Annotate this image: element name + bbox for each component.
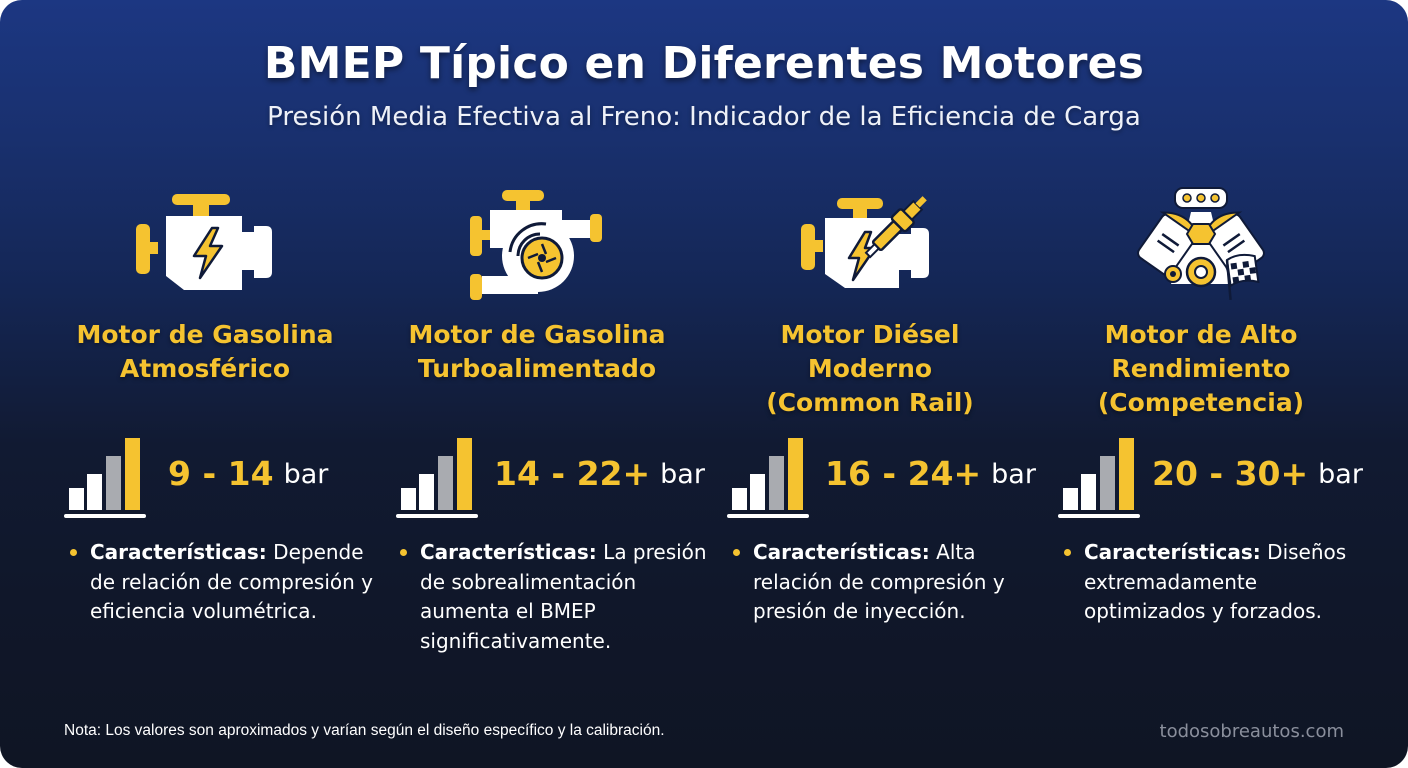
bmep-value: 14 - 22+ (494, 453, 651, 493)
v-engine-race-flag-icon (1137, 187, 1265, 301)
bmep-unit: bar (991, 458, 1036, 490)
engine-card-diesel: Motor Diésel Moderno (Common Rail) 16 - … (705, 180, 1036, 700)
engine-card-atmospheric: Motor de Gasolina Atmosférico 9 - 14 bar… (40, 180, 373, 700)
footnote: Nota: Los valores son aproximados y varí… (64, 722, 665, 739)
engine-name: Motor de Gasolina Turboalimentado (408, 320, 666, 383)
characteristics: Características: La presión de sobrealim… (398, 538, 720, 656)
engine-lightning-icon (136, 194, 272, 290)
bar-chart-icon (1058, 438, 1140, 518)
page-title: BMEP Típico en Diferentes Motores (263, 38, 1145, 89)
bmep-range: 16 - 24+ bar (727, 436, 1036, 520)
turbo-engine-icon (470, 190, 602, 300)
bullet-dot (1064, 549, 1071, 556)
bmep-unit: bar (660, 458, 705, 490)
bmep-unit: bar (1318, 458, 1363, 490)
bmep-value: 20 - 30+ (1152, 453, 1309, 493)
bmep-range: 20 - 30+ bar (1058, 436, 1363, 520)
characteristics: Características: Diseños extremadamente … (1062, 538, 1384, 627)
bar-chart-icon (727, 438, 809, 518)
bullet-dot (733, 549, 740, 556)
engine-name: Motor Diésel Moderno (Common Rail) (766, 320, 974, 417)
bmep-value: 9 - 14 (168, 453, 274, 493)
bar-chart-icon (64, 438, 146, 518)
engine-card-performance: Motor de Alto Rendimiento (Competencia) … (1036, 180, 1366, 700)
bmep-value: 16 - 24+ (825, 453, 982, 493)
engine-name: Motor de Gasolina Atmosférico (76, 320, 334, 383)
characteristics: Características: Alta relación de compre… (731, 538, 1053, 627)
bmep-range: 14 - 22+ bar (396, 436, 705, 520)
bmep-unit: bar (283, 458, 329, 490)
bmep-range: 9 - 14 bar (64, 436, 328, 520)
engine-name: Motor de Alto Rendimiento (Competencia) (1097, 320, 1305, 417)
bullet-dot (70, 549, 77, 556)
diesel-injector-engine-icon (801, 196, 929, 288)
bar-chart-icon (396, 438, 478, 518)
website-watermark: todosobreautos.com (1159, 721, 1344, 742)
bullet-dot (400, 549, 407, 556)
engine-card-turbo: Motor de Gasolina Turboalimentado 14 - 2… (372, 180, 707, 700)
characteristics: Características: Depende de relación de … (68, 538, 390, 627)
page-subtitle: Presión Media Efectiva al Freno: Indicad… (267, 102, 1141, 132)
